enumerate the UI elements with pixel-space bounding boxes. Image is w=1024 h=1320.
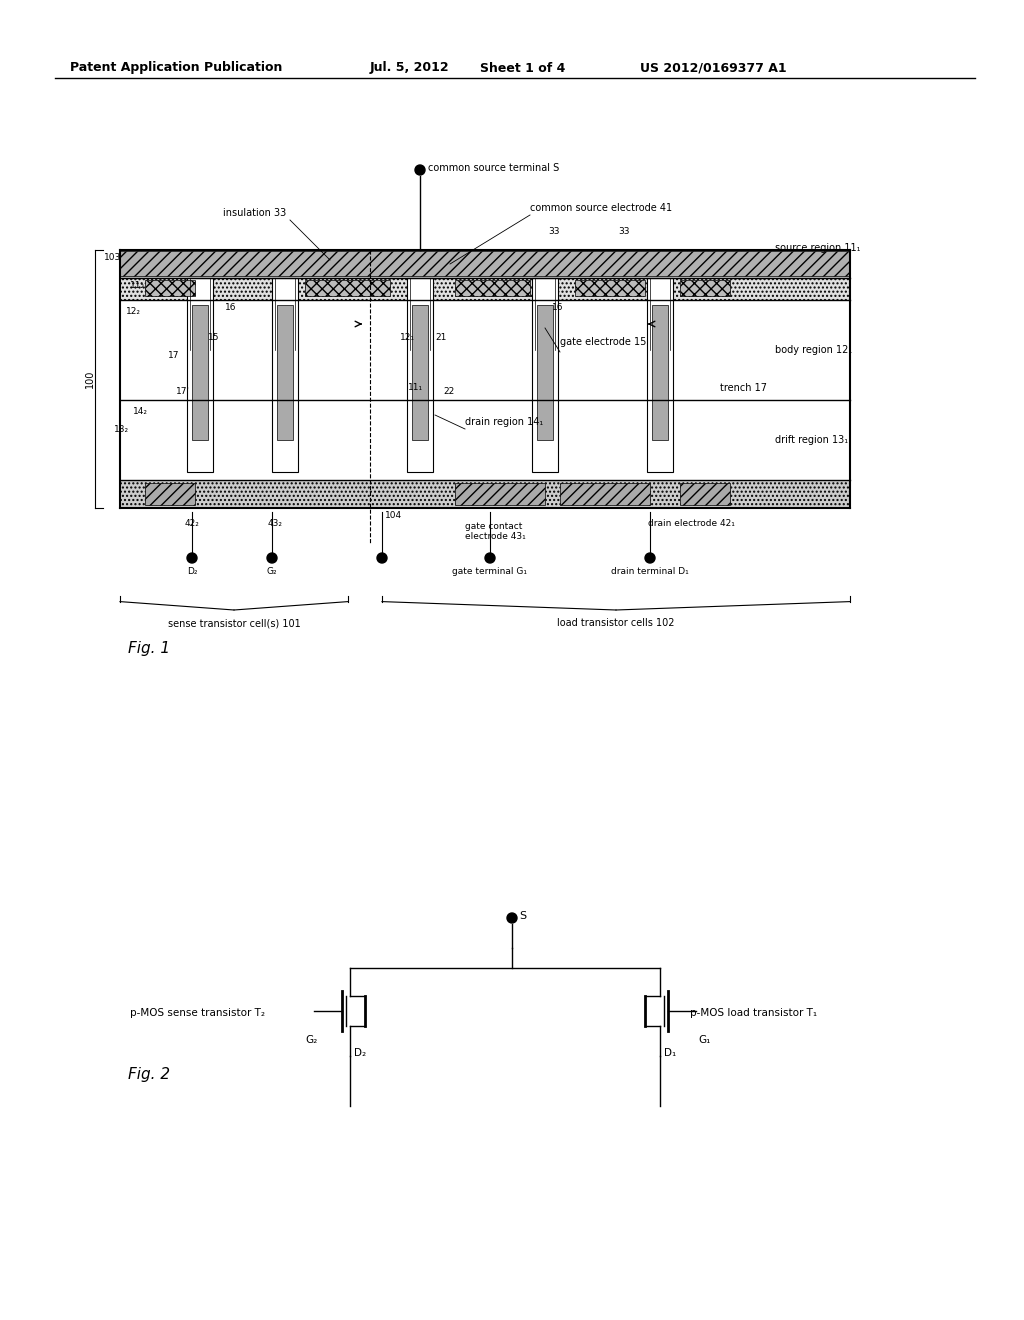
Text: 12₁: 12₁	[400, 334, 415, 342]
Bar	[680, 483, 730, 506]
Bar	[145, 483, 195, 506]
Text: D₁: D₁	[664, 1048, 676, 1059]
Text: 43₂: 43₂	[268, 520, 283, 528]
Text: p-MOS load transistor T₁: p-MOS load transistor T₁	[690, 1008, 817, 1018]
Bar	[193, 305, 208, 440]
Text: 21: 21	[435, 334, 446, 342]
Text: G₂: G₂	[306, 1035, 318, 1045]
Bar	[575, 280, 645, 296]
Text: gate contact
electrode 43₁: gate contact electrode 43₁	[465, 521, 525, 541]
Text: 13₂: 13₂	[114, 425, 129, 434]
Bar	[407, 279, 433, 473]
Bar	[187, 279, 213, 473]
Text: G₂: G₂	[266, 566, 278, 576]
Text: drain terminal D₁: drain terminal D₁	[611, 566, 689, 576]
Bar	[412, 305, 428, 440]
Text: 33: 33	[548, 227, 559, 236]
Text: G₁: G₁	[698, 1035, 711, 1045]
Circle shape	[415, 165, 425, 176]
Bar	[120, 249, 850, 279]
Circle shape	[187, 553, 197, 564]
Text: sense transistor cell(s) 101: sense transistor cell(s) 101	[168, 618, 300, 628]
Bar	[120, 480, 850, 508]
Text: Fig. 2: Fig. 2	[128, 1068, 170, 1082]
Text: Sheet 1 of 4: Sheet 1 of 4	[480, 62, 565, 74]
Text: 16: 16	[552, 304, 563, 313]
Bar	[145, 280, 195, 296]
Bar	[455, 280, 530, 296]
Text: 42₂: 42₂	[185, 520, 200, 528]
Bar	[680, 280, 730, 296]
Bar	[272, 279, 298, 473]
Bar	[560, 483, 650, 506]
Text: common source electrode 41: common source electrode 41	[530, 203, 672, 213]
Text: US 2012/0169377 A1: US 2012/0169377 A1	[640, 62, 786, 74]
Text: common source terminal S: common source terminal S	[428, 162, 559, 173]
Bar	[532, 279, 558, 473]
Text: p-MOS sense transistor T₂: p-MOS sense transistor T₂	[130, 1008, 265, 1018]
Bar	[120, 251, 850, 276]
Text: 17': 17'	[176, 388, 190, 396]
Bar	[455, 483, 545, 506]
Text: 16: 16	[225, 304, 237, 313]
Circle shape	[507, 913, 517, 923]
Text: drain region 14₁: drain region 14₁	[465, 417, 544, 426]
Text: drain electrode 42₁: drain electrode 42₁	[648, 520, 735, 528]
Text: 11₂: 11₂	[130, 281, 145, 290]
Text: gate terminal G₁: gate terminal G₁	[453, 566, 527, 576]
Bar	[120, 279, 850, 300]
Text: S: S	[519, 911, 526, 921]
Circle shape	[645, 553, 655, 564]
Circle shape	[377, 553, 387, 564]
Bar	[647, 279, 673, 473]
Text: Jul. 5, 2012: Jul. 5, 2012	[370, 62, 450, 74]
Text: 22: 22	[443, 388, 455, 396]
Bar	[652, 305, 668, 440]
Text: gate electrode 15: gate electrode 15	[560, 337, 646, 347]
Text: 11₁: 11₁	[408, 384, 423, 392]
Text: 104: 104	[385, 511, 402, 520]
Text: load transistor cells 102: load transistor cells 102	[557, 618, 675, 628]
Text: 17: 17	[168, 351, 179, 359]
Text: 14₂: 14₂	[133, 408, 148, 417]
Text: D₂: D₂	[186, 566, 198, 576]
Text: Patent Application Publication: Patent Application Publication	[70, 62, 283, 74]
Text: 15: 15	[208, 334, 219, 342]
Text: 12₂: 12₂	[126, 308, 141, 317]
Circle shape	[267, 553, 278, 564]
Text: insulation 33: insulation 33	[223, 209, 287, 218]
Text: body region 12₁: body region 12₁	[775, 345, 852, 355]
Text: 100: 100	[85, 370, 95, 388]
Text: drift region 13₁: drift region 13₁	[775, 436, 848, 445]
Circle shape	[485, 553, 495, 564]
Bar	[278, 305, 293, 440]
Bar	[537, 305, 553, 440]
Text: 33: 33	[618, 227, 630, 236]
Text: Fig. 1: Fig. 1	[128, 640, 170, 656]
Text: trench 17: trench 17	[720, 383, 767, 393]
Bar	[305, 280, 390, 296]
Text: source region 11₁: source region 11₁	[775, 243, 860, 253]
Text: 103: 103	[104, 253, 121, 263]
Text: D₂: D₂	[354, 1048, 367, 1059]
